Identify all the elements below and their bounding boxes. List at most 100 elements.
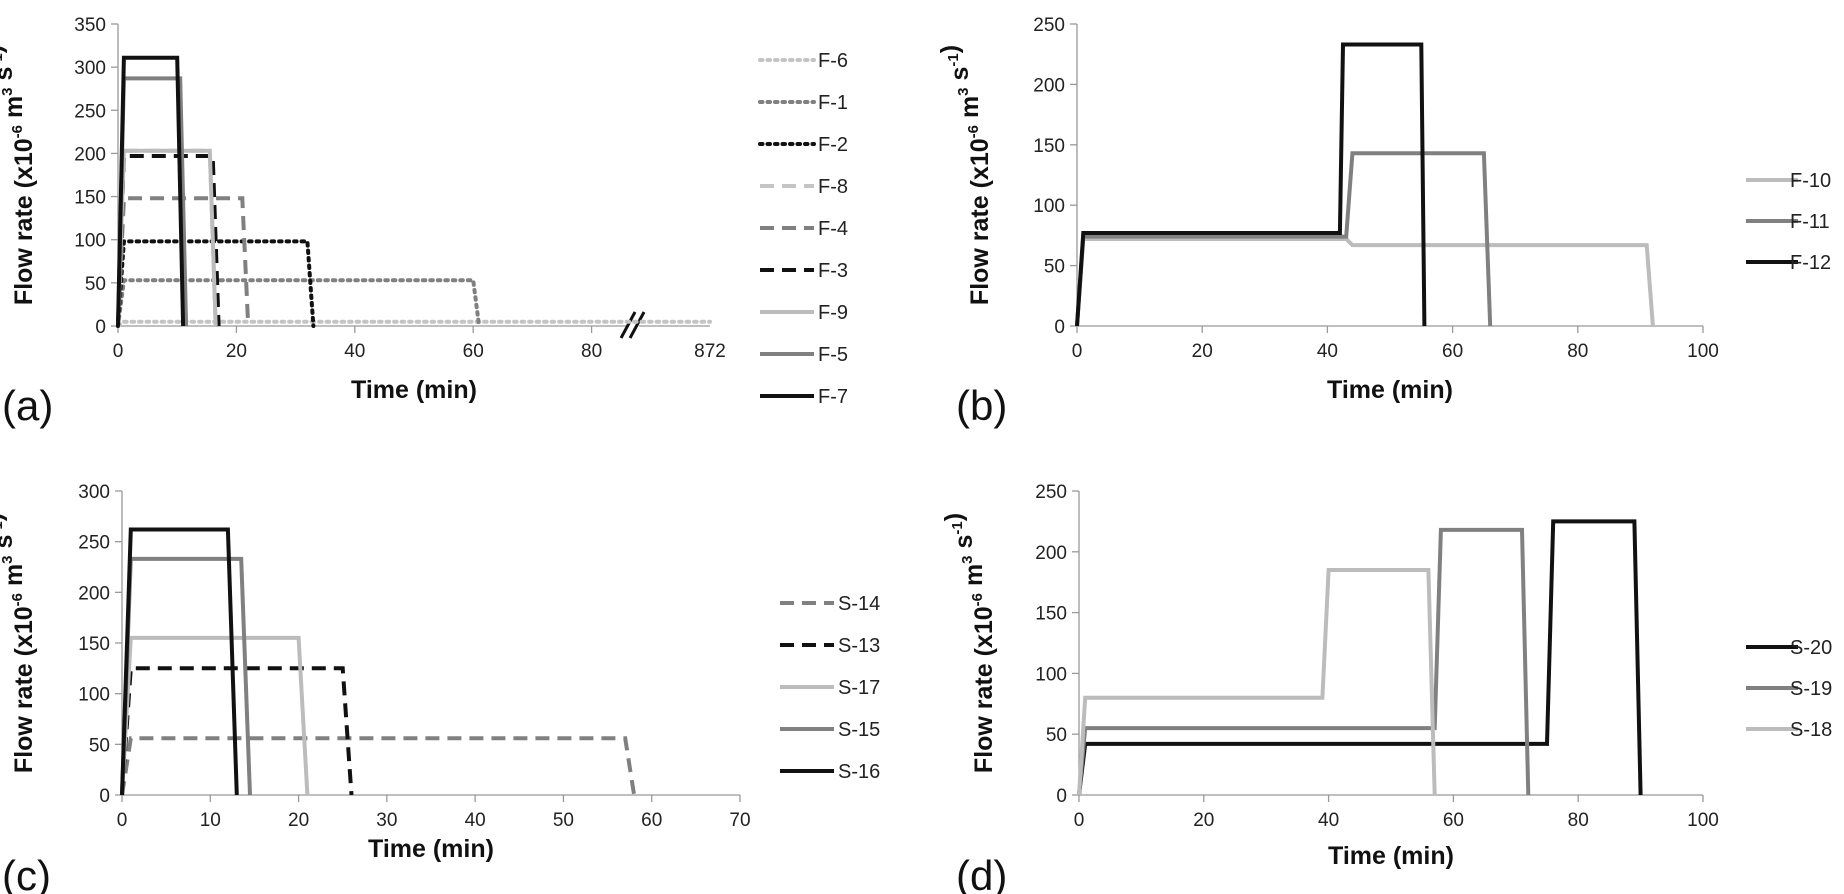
- legend: F-6 F-1 F-2 F-8 F-4 F-3 F-9 F-5 F-7: [758, 50, 848, 408]
- legend: S-14 S-13 S-17 S-15 S-16: [780, 593, 880, 783]
- legend-label-f-10: F-10: [1790, 170, 1831, 192]
- x-tick-label-after-break: 872: [694, 341, 726, 362]
- series-line-s-13: [120, 666, 354, 796]
- axis-break-slash: [619, 311, 637, 339]
- legend-label-f-5: F-5: [818, 344, 848, 366]
- legend-label-s-15: S-15: [838, 719, 880, 741]
- series-line-s-19: [1077, 527, 1531, 796]
- x-tick-label: 100: [1687, 810, 1719, 831]
- y-tick-label: 200: [1033, 75, 1065, 96]
- series-line-f-5: [116, 76, 189, 327]
- legend-label-f-4: F-4: [818, 218, 848, 240]
- series-line-f-2: [116, 239, 316, 328]
- x-tick-label: 40: [1318, 810, 1339, 831]
- series-line-s-18: [1077, 568, 1437, 796]
- legend-label-s-14: S-14: [838, 593, 880, 615]
- x-tick-label: 60: [463, 341, 484, 362]
- y-tick-label: 150: [1035, 604, 1067, 625]
- x-tick-label: 40: [344, 341, 365, 362]
- series-line-f-12: [1075, 42, 1427, 327]
- legend-label-s-16: S-16: [838, 761, 880, 783]
- y-tick-label: 200: [74, 144, 106, 165]
- series-line-s-17: [120, 635, 310, 796]
- x-tick-label: 0: [117, 810, 128, 831]
- y-tick-label: 100: [78, 685, 110, 706]
- y-axis-label: Flow rate (x10-6 m3 s-1): [0, 45, 38, 305]
- legend-label-s-13: S-13: [838, 635, 880, 657]
- axis-break-mark: [619, 311, 646, 340]
- legend-label-f-3: F-3: [818, 260, 848, 282]
- x-axis-label: Time (min): [368, 835, 494, 863]
- chart-panel-d: 0 50 100 150 200 250 0 20 40 60 80 100 Time (min) Flo…: [940, 482, 1832, 894]
- y-tick-label: 250: [1033, 15, 1065, 36]
- legend-label-f-8: F-8: [818, 176, 848, 198]
- series-line-f-9: [116, 148, 218, 327]
- x-tick-label: 0: [1072, 341, 1083, 362]
- x-tick-label: 30: [376, 810, 397, 831]
- legend: S-20 S-19 S-18: [1746, 637, 1832, 741]
- x-tick-label: 20: [226, 341, 247, 362]
- y-tick-label: 100: [74, 231, 106, 252]
- y-tick-label: 150: [74, 188, 106, 209]
- legend: F-10 F-11 F-12: [1746, 170, 1831, 274]
- chart-panel-b: 0 50 100 150 200 250 0 20 40 60 80 100 Time (min) Flo…: [936, 15, 1831, 429]
- x-tick-label: 100: [1687, 341, 1719, 362]
- y-tick-label: 200: [78, 583, 110, 604]
- x-tick-label: 70: [729, 810, 750, 831]
- y-tick-label: 0: [99, 786, 110, 807]
- legend-label-f-7: F-7: [818, 386, 848, 408]
- x-tick-label: 60: [1442, 341, 1463, 362]
- x-tick-label: 40: [1317, 341, 1338, 362]
- x-tick-label: 40: [465, 810, 486, 831]
- y-tick-label: 0: [95, 317, 106, 338]
- panel-label: (b): [956, 382, 1007, 429]
- series-line-f-1: [116, 278, 482, 328]
- axis-break-slash: [628, 311, 646, 339]
- series-line-f-10: [1075, 237, 1655, 327]
- legend-label-f-2: F-2: [818, 134, 848, 156]
- x-tick-label: 10: [200, 810, 221, 831]
- legend-label-f-1: F-1: [818, 92, 848, 114]
- y-tick-label: 100: [1033, 196, 1065, 217]
- x-tick-label: 80: [1567, 341, 1588, 362]
- y-axis-label: Flow rate (x10-6 m3 s-1): [936, 45, 994, 305]
- series-line-f-7: [116, 55, 186, 327]
- y-axis-label: Flow rate (x10-6 m3 s-1): [940, 513, 998, 773]
- series-line-s-14: [120, 736, 637, 796]
- x-axis-label: Time (min): [1328, 842, 1454, 870]
- legend-label-s-18: S-18: [1790, 719, 1832, 741]
- chart-panel-c: 0 50 100 150 200 250 300 0 10 20 30 40 50 60 70 Time (m…: [0, 482, 880, 894]
- x-tick-label: 0: [113, 341, 124, 362]
- legend-label-s-19: S-19: [1790, 678, 1832, 700]
- y-tick-label: 350: [74, 15, 106, 36]
- series-line-f-3: [116, 154, 221, 327]
- x-axis-label: Time (min): [1327, 376, 1453, 404]
- legend-label-s-20: S-20: [1790, 637, 1832, 659]
- y-tick-label: 50: [85, 274, 106, 295]
- y-tick-label: 50: [89, 735, 110, 756]
- x-tick-label: 20: [1193, 810, 1214, 831]
- x-tick-label: 60: [641, 810, 662, 831]
- x-tick-label: 20: [1192, 341, 1213, 362]
- legend-label-f-9: F-9: [818, 302, 848, 324]
- legend-label-f-12: F-12: [1790, 252, 1831, 274]
- x-tick-label: 80: [1568, 810, 1589, 831]
- y-tick-label: 50: [1046, 725, 1067, 746]
- y-tick-label: 250: [74, 101, 106, 122]
- x-tick-label: 0: [1074, 810, 1085, 831]
- y-tick-label: 250: [1035, 482, 1067, 503]
- legend-label-f-11: F-11: [1790, 211, 1830, 233]
- y-tick-label: 150: [78, 634, 110, 655]
- series-line-s-20: [1077, 519, 1643, 796]
- y-tick-label: 250: [78, 533, 110, 554]
- y-tick-label: 200: [1035, 543, 1067, 564]
- x-tick-label: 50: [553, 810, 574, 831]
- y-tick-label: 50: [1044, 257, 1065, 278]
- y-tick-label: 0: [1054, 317, 1065, 338]
- y-tick-label: 300: [74, 58, 106, 79]
- x-axis-label: Time (min): [351, 376, 477, 404]
- y-tick-label: 0: [1056, 786, 1067, 807]
- panel-label: (d): [956, 852, 1007, 894]
- legend-label-f-6: F-6: [818, 50, 848, 72]
- x-tick-label: 20: [288, 810, 309, 831]
